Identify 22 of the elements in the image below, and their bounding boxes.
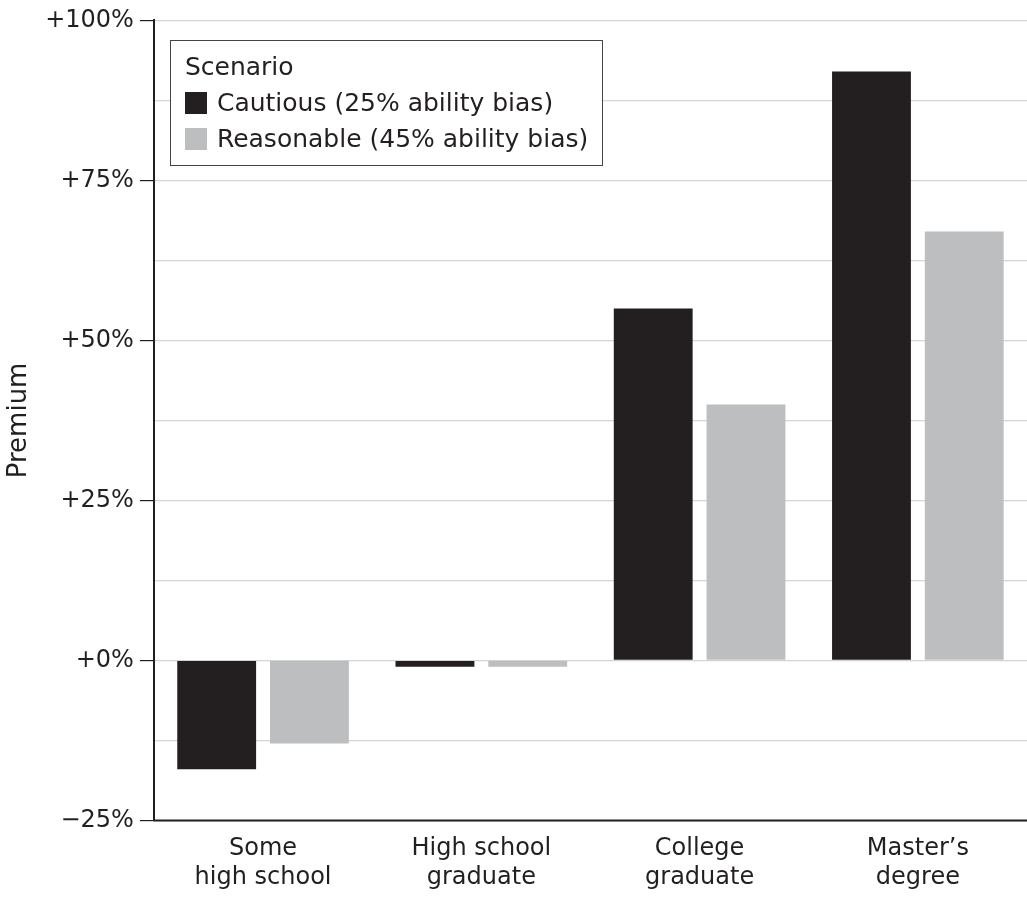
bar — [488, 661, 568, 667]
y-tick-label: −25% — [60, 804, 134, 833]
y-axis-title: Premium — [2, 362, 33, 479]
y-tick-label: +75% — [60, 164, 134, 193]
x-tick-label: Some high school — [194, 833, 332, 890]
bar — [395, 661, 475, 667]
y-tick-label: +25% — [60, 484, 134, 513]
bar — [270, 661, 349, 744]
bar — [706, 404, 786, 660]
y-tick-label: +0% — [75, 644, 134, 673]
x-tick-label: College graduate — [645, 833, 755, 890]
legend-title: Scenario — [184, 51, 295, 84]
bar — [613, 308, 693, 660]
bar — [924, 231, 1004, 660]
x-tick-label: Master’s degree — [866, 833, 969, 890]
bar — [177, 661, 257, 770]
x-tick-label: High school graduate — [411, 833, 552, 890]
legend-label: Cautious (25% ability bias) — [216, 87, 554, 120]
legend-label: Reasonable (45% ability bias) — [216, 123, 589, 156]
bar — [832, 71, 911, 660]
y-tick-label: +100% — [45, 4, 134, 33]
y-tick-label: +50% — [60, 324, 134, 353]
